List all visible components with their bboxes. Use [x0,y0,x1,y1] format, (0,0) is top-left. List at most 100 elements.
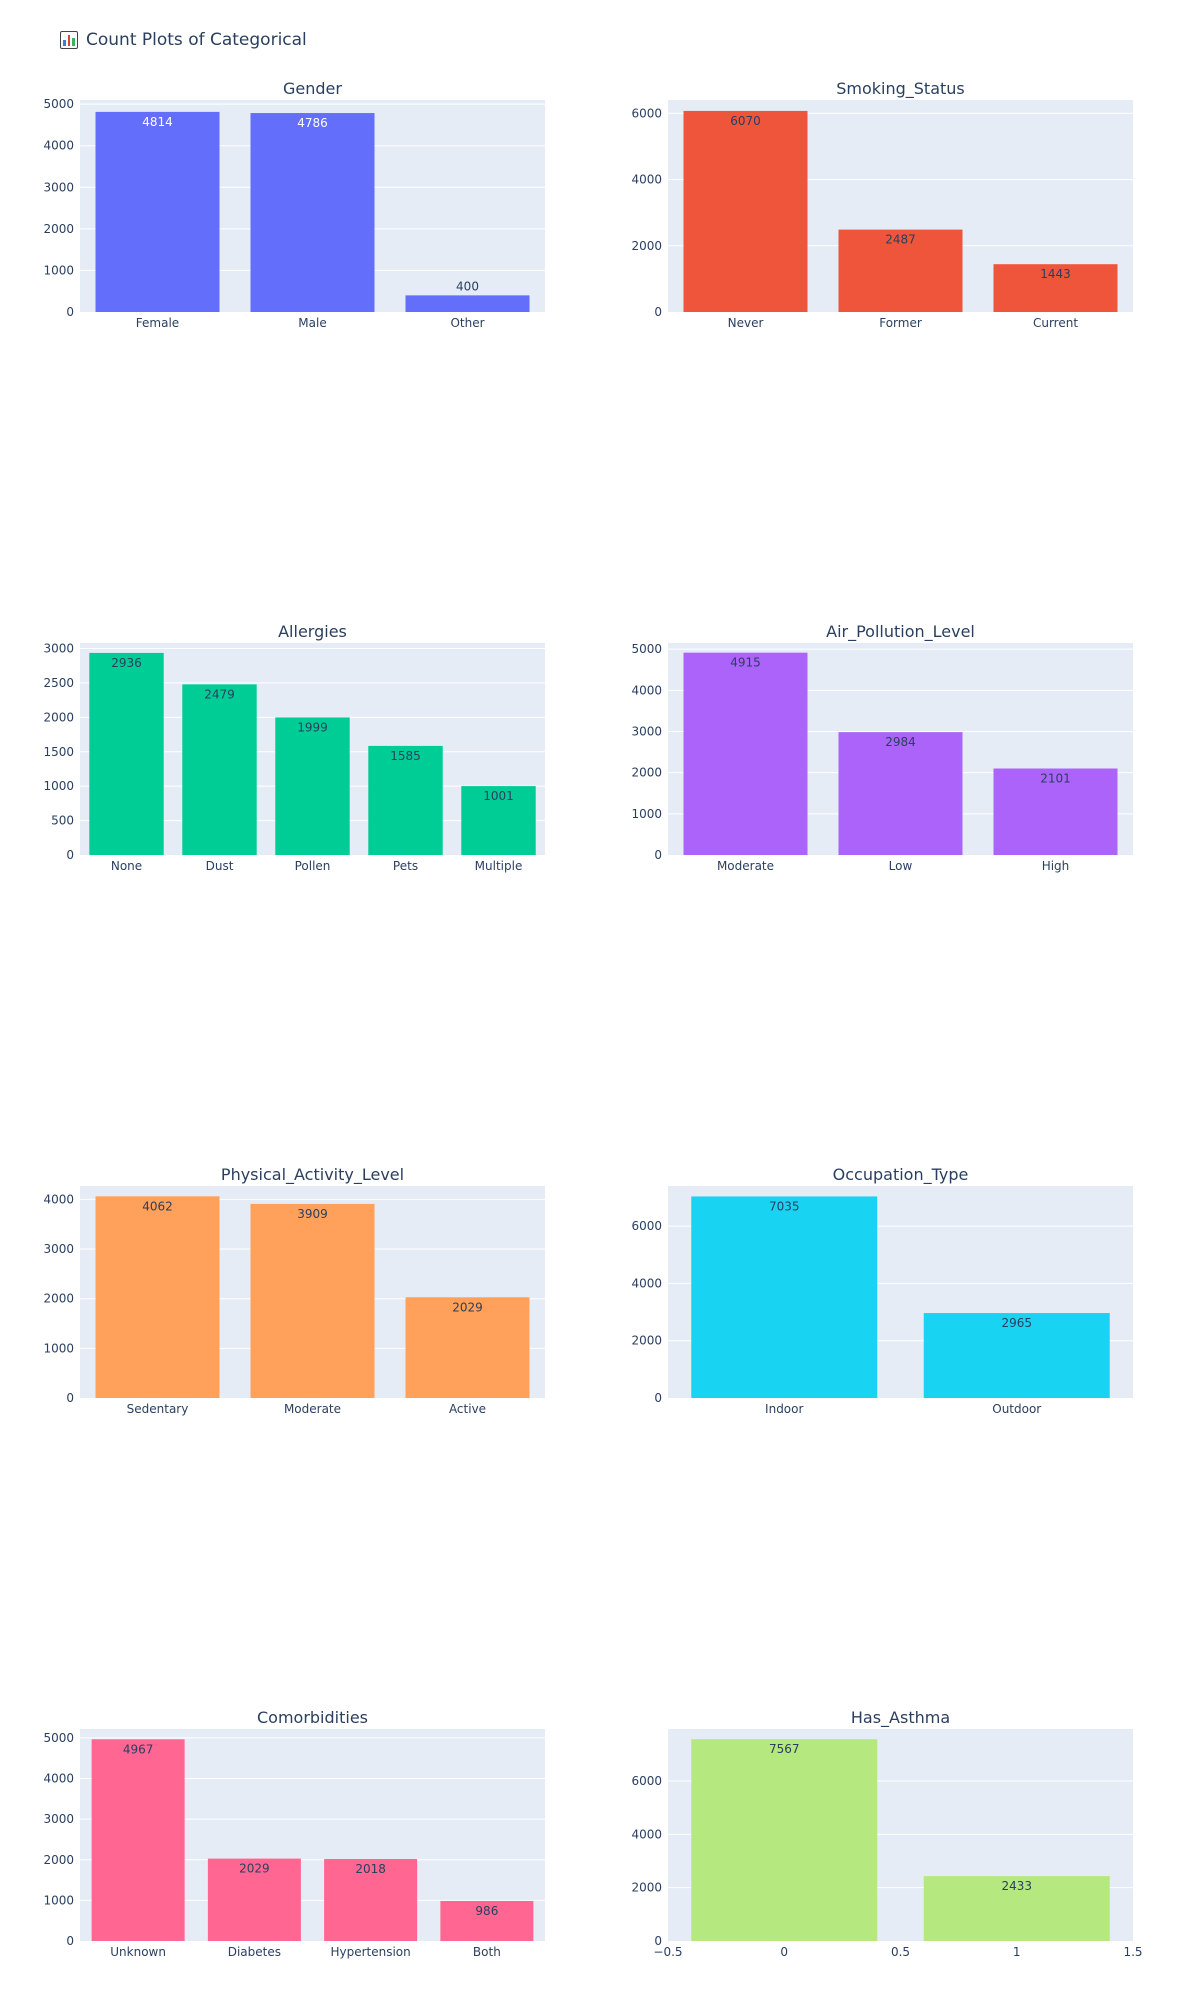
data-label: 1999 [297,720,328,734]
y-tick-label: 3000 [631,725,662,739]
x-tick-label: High [1042,859,1070,873]
subplot-title: Physical_Activity_Level [221,1165,404,1185]
bar [368,745,443,855]
x-tick-label: Unknown [110,1945,166,1959]
bar [91,1739,185,1941]
bar [89,652,164,855]
y-tick-label: 4000 [631,173,662,187]
data-label: 4814 [142,115,173,129]
subplot-title: Allergies [278,622,347,641]
y-tick-label: 0 [654,1934,662,1948]
subplot-title: Has_Asthma [851,1708,950,1728]
x-tick-label: Former [879,316,922,330]
figure-title-text: Count Plots of Categorical [86,30,307,50]
y-tick-label: 3000 [43,642,74,656]
bar [838,229,963,312]
bar [207,1858,301,1941]
data-label: 2984 [885,735,916,749]
subplot-occupation-type: Occupation_Type 0 2000 4000 6000 Indoor Outdoo… [631,1165,1133,1416]
x-tick-label: 1.5 [1123,1945,1142,1959]
data-label: 1443 [1040,267,1071,281]
x-tick-label: Female [136,316,179,330]
x-tick-label: Pets [393,859,418,873]
y-tick-label: 3000 [43,180,74,194]
bar-chart-icon [60,31,78,49]
x-tick-label: 1 [1013,1945,1021,1959]
y-tick-label: 1000 [43,1341,74,1355]
y-tick-label: 6000 [631,1219,662,1233]
data-label: 4915 [730,656,761,670]
y-tick-label: 0 [66,305,74,319]
bar [838,732,963,855]
data-label: 2936 [111,656,142,670]
bar [324,1859,418,1941]
y-tick-label: 4000 [43,139,74,153]
data-label: 2965 [1001,1316,1032,1330]
x-tick-label: Pollen [295,859,331,873]
data-label: 4062 [142,1199,173,1213]
subplot-gender: Gender 0 1000 2000 3000 4000 5000 Female Male Oth… [43,79,545,330]
y-tick-label: 2000 [631,1334,662,1348]
data-label: 2029 [452,1300,483,1314]
y-tick-label: 4000 [43,1772,74,1786]
data-label: 6070 [730,114,761,128]
figure-title: Count Plots of Categorical [60,30,307,50]
data-label: 4786 [297,116,328,130]
bar [275,717,350,855]
y-tick-label: 5000 [43,1731,74,1745]
x-tick-label: Both [473,1945,501,1959]
y-tick-label: 4000 [631,683,662,697]
y-tick-label: 500 [51,814,74,828]
bar [923,1876,1110,1941]
bar [993,768,1118,855]
bar [691,1196,878,1398]
subplot-physical-activity-level: Physical_Activity_Level 0 1000 2000 3000 4000… [43,1165,545,1416]
y-tick-label: 5000 [43,97,74,111]
subplot-air-pollution-level: Air_Pollution_Level 0 1000 2000 3000 4000 5000… [631,622,1133,873]
y-tick-label: 2000 [631,766,662,780]
x-tick-label: Current [1033,316,1078,330]
x-tick-label: Diabetes [228,1945,281,1959]
data-label: 986 [475,1904,498,1918]
bar [250,113,375,312]
y-tick-label: 0 [654,305,662,319]
x-tick-label: 0 [780,1945,788,1959]
y-tick-label: 0 [66,848,74,862]
x-tick-label: 0.5 [891,1945,910,1959]
y-tick-label: 0 [66,1934,74,1948]
x-tick-label: Outdoor [992,1402,1041,1416]
data-label: 7567 [769,1742,800,1756]
y-tick-label: 3000 [43,1812,74,1826]
y-tick-label: 0 [654,1391,662,1405]
bar [683,652,808,855]
y-tick-label: 2000 [631,239,662,253]
x-tick-label: Indoor [765,1402,803,1416]
subplot-comorbidities: Comorbidities 0 1000 2000 3000 4000 5000 Unknow… [43,1708,545,1959]
subplot-title: Comorbidities [257,1708,368,1727]
bar [691,1739,878,1941]
y-tick-label: 1000 [43,263,74,277]
y-tick-label: 2000 [43,1853,74,1867]
y-tick-label: 1500 [43,745,74,759]
y-tick-label: 1000 [631,807,662,821]
y-tick-label: 1000 [43,1893,74,1907]
data-label: 2029 [239,1862,270,1876]
bar [405,295,530,312]
x-tick-label: Multiple [475,859,523,873]
y-tick-label: 0 [66,1391,74,1405]
y-tick-label: 2500 [43,676,74,690]
bar [250,1203,375,1398]
x-tick-label: Dust [206,859,234,873]
x-tick-label: Low [889,859,913,873]
data-label: 4967 [123,1742,154,1756]
x-tick-label: Sedentary [127,1402,189,1416]
bar [923,1313,1110,1398]
subplot-title: Occupation_Type [833,1165,969,1185]
subplot-smoking-status: Smoking_Status 0 2000 4000 6000 Never Former Cu… [631,79,1133,330]
bar [182,684,257,855]
subplot-title: Air_Pollution_Level [826,622,975,642]
y-tick-label: 5000 [631,642,662,656]
y-tick-label: 3000 [43,1242,74,1256]
